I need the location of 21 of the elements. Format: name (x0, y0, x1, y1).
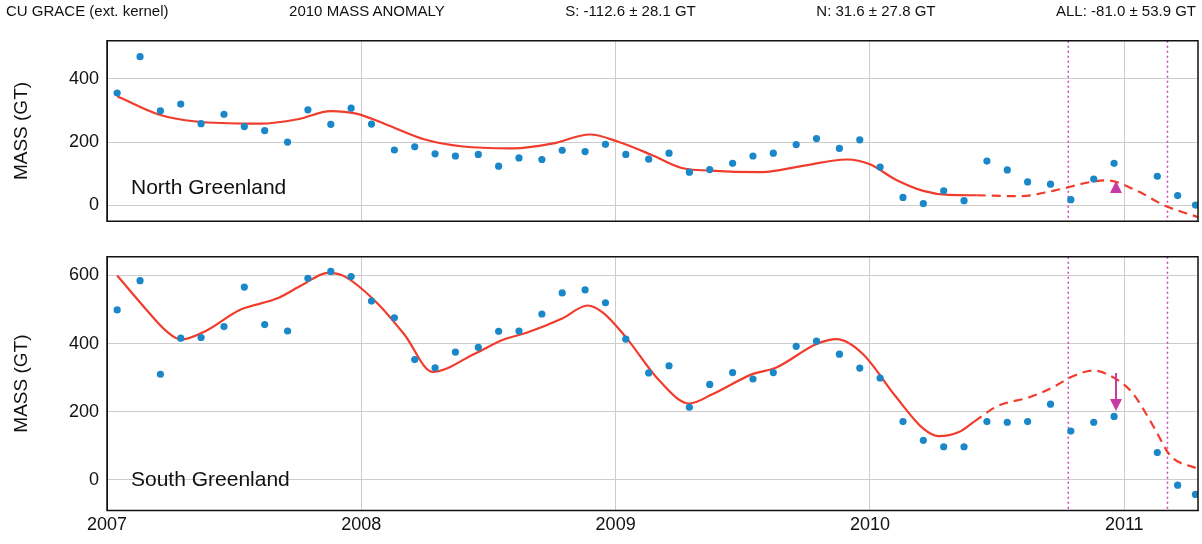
x-tick-label: 2011 (1104, 514, 1144, 535)
y-tick-label: 600 (68, 264, 99, 285)
x-tick-label: 2007 (86, 514, 128, 535)
text: CU GRACE (ext. kernel) (6, 2, 169, 21)
text: 2010 MASS ANOMALY (289, 2, 445, 21)
y-tick-label: 0 (88, 468, 99, 489)
x-tick-label: 2010 (849, 514, 890, 535)
y-tick-label: 400 (68, 67, 99, 88)
x-tick-label: 2008 (341, 514, 382, 535)
x-tick-label: 2009 (595, 514, 636, 535)
y-tick-label: 400 (68, 332, 99, 353)
y-axis-title: MASS (GT) (9, 81, 31, 181)
text: N: 31.6 ± 27.8 GT (816, 2, 936, 21)
text: North Greenland (131, 175, 287, 199)
y-tick-label: 200 (68, 131, 99, 152)
y-tick-label: 0 (88, 194, 99, 215)
text: ALL: -81.0 ± 53.9 GT (1056, 2, 1196, 21)
y-axis-title: MASS (GT) (9, 334, 31, 433)
text: S: -112.6 ± 28.1 GT (565, 2, 696, 21)
y-tick-label: 200 (68, 400, 99, 421)
text: South Greenland (131, 466, 290, 490)
